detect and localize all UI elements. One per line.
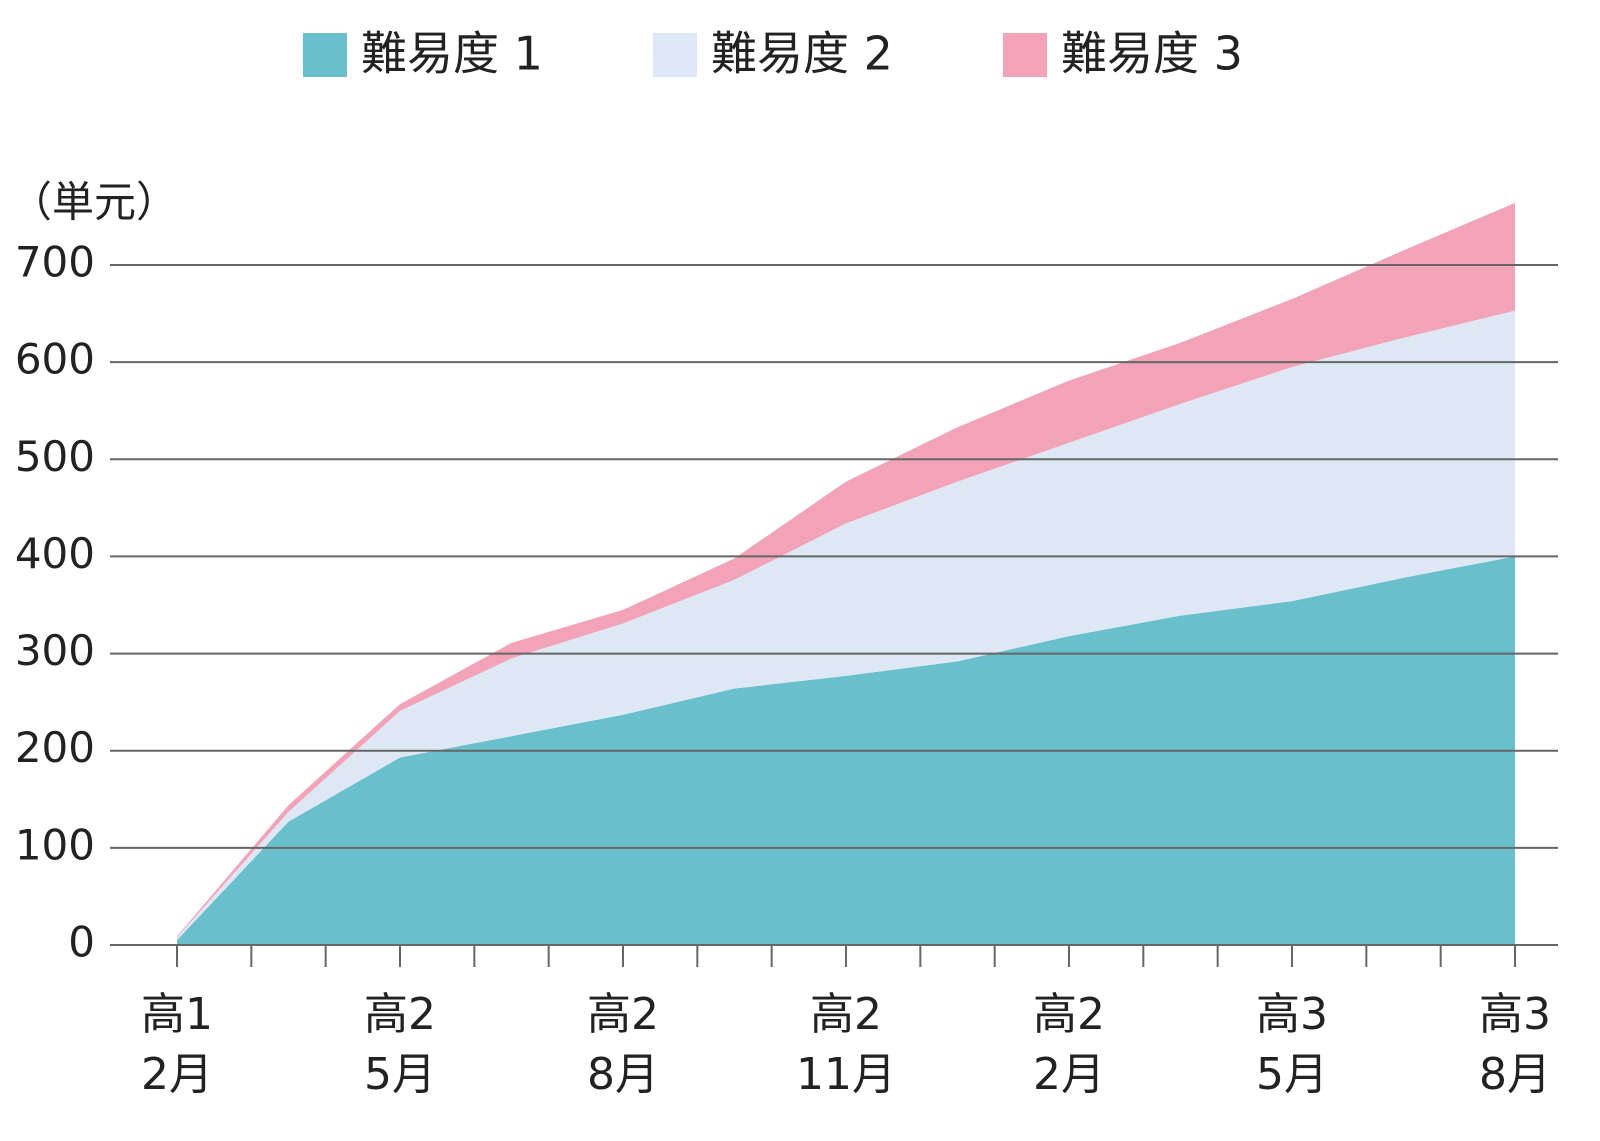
y-tick-label: 700: [15, 238, 95, 287]
legend-swatch: [303, 33, 347, 77]
x-tick-label: 高2 8月: [587, 989, 659, 1100]
y-tick-label: 500: [15, 432, 95, 481]
x-tick-label: 高2 11月: [796, 989, 896, 1100]
y-tick-label: 0: [68, 918, 95, 967]
y-tick-label: 400: [15, 529, 95, 578]
y-tick-label: 200: [15, 723, 95, 772]
y-tick-label: 100: [15, 820, 95, 869]
x-tick-label: 高2 2月: [1033, 989, 1105, 1100]
y-tick-label: 300: [15, 626, 95, 675]
legend-label: 難易度 3: [1061, 27, 1243, 81]
legend-swatch: [1003, 33, 1047, 77]
legend-swatch: [653, 33, 697, 77]
legend-label: 難易度 2: [711, 27, 893, 81]
x-tick-label: 高3 8月: [1479, 989, 1551, 1100]
y-axis-label: （単元）: [10, 178, 178, 227]
area: [177, 202, 1515, 938]
y-tick-label: 600: [15, 335, 95, 384]
area: [177, 310, 1515, 941]
x-tick-label: 高3 5月: [1256, 989, 1328, 1100]
legend-label: 難易度 1: [361, 27, 543, 81]
x-tick-label: 高1 2月: [141, 989, 213, 1100]
x-tick-label: 高2 5月: [364, 989, 436, 1100]
